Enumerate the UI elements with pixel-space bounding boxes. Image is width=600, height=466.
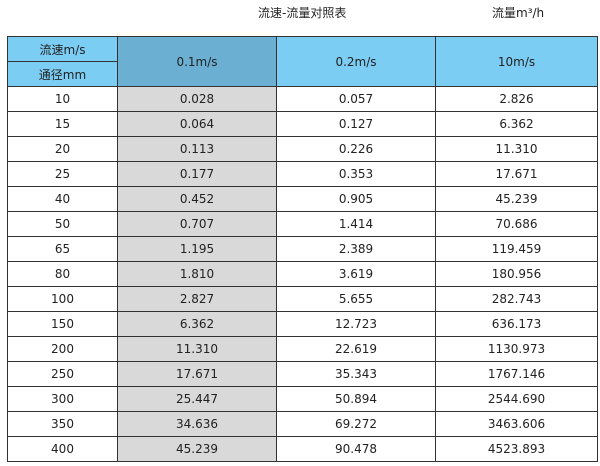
- flow-cell: 1130.973: [435, 336, 598, 362]
- flow-cell: 45.239: [435, 186, 598, 212]
- flow-cell: 45.239: [117, 436, 277, 462]
- flow-cell: 11.310: [435, 136, 598, 162]
- flow-cell: 2544.690: [435, 386, 598, 412]
- flow-cell: 6.362: [435, 111, 598, 137]
- flow-cell: 70.686: [435, 211, 598, 237]
- flow-cell: 1767.146: [435, 361, 598, 387]
- diameter-cell: 200: [7, 336, 118, 362]
- diameter-cell: 15: [7, 111, 118, 137]
- table-row: 350 34.636 69.272 3463.606: [7, 411, 598, 437]
- flow-cell: 17.671: [117, 361, 277, 387]
- diameter-cell: 300: [7, 386, 118, 412]
- table-row: 50 0.707 1.414 70.686: [7, 211, 598, 237]
- unit-label: 流量m³/h: [492, 6, 545, 20]
- table-row: 100 2.827 5.655 282.743: [7, 286, 598, 312]
- column-header: 0.1m/s: [117, 36, 277, 87]
- diameter-cell: 10: [7, 86, 118, 112]
- flow-cell: 17.671: [435, 161, 598, 187]
- flow-cell: 35.343: [276, 361, 436, 387]
- diameter-cell: 25: [7, 161, 118, 187]
- diameter-cell: 40: [7, 186, 118, 212]
- diameter-cell: 20: [7, 136, 118, 162]
- flow-cell: 69.272: [276, 411, 436, 437]
- table-row: 300 25.447 50.894 2544.690: [7, 386, 598, 412]
- table-row: 15 0.064 0.127 6.362: [7, 111, 598, 137]
- diameter-cell: 250: [7, 361, 118, 387]
- flow-cell: 636.173: [435, 311, 598, 337]
- flow-cell: 5.655: [276, 286, 436, 312]
- table-row: 10 0.028 0.057 2.826: [7, 86, 598, 112]
- table-row: 80 1.810 3.619 180.956: [7, 261, 598, 287]
- flow-cell: 6.362: [117, 311, 277, 337]
- diameter-cell: 350: [7, 411, 118, 437]
- flow-cell: 0.028: [117, 86, 277, 112]
- diameter-cell: 150: [7, 311, 118, 337]
- table-row: 400 45.239 90.478 4523.893: [7, 436, 598, 462]
- flow-cell: 90.478: [276, 436, 436, 462]
- flow-cell: 1.414: [276, 211, 436, 237]
- table-row: 40 0.452 0.905 45.239: [7, 186, 598, 212]
- column-header: 10m/s: [435, 36, 598, 87]
- flow-cell: 180.956: [435, 261, 598, 287]
- flow-cell: 11.310: [117, 336, 277, 362]
- table-row: 150 6.362 12.723 636.173: [7, 311, 598, 337]
- flow-cell: 1.195: [117, 236, 277, 262]
- flow-cell: 12.723: [276, 311, 436, 337]
- flow-cell: 0.905: [276, 186, 436, 212]
- table-row: 65 1.195 2.389 119.459: [7, 236, 598, 262]
- flow-cell: 0.177: [117, 161, 277, 187]
- flow-cell: 2.827: [117, 286, 277, 312]
- flow-cell: 0.064: [117, 111, 277, 137]
- flow-cell: 22.619: [276, 336, 436, 362]
- flow-cell: 0.127: [276, 111, 436, 137]
- flow-cell: 3463.606: [435, 411, 598, 437]
- flow-cell: 2.389: [276, 236, 436, 262]
- flow-cell: 0.353: [276, 161, 436, 187]
- speed-header: 流速m/s: [7, 36, 118, 62]
- column-header: 0.2m/s: [276, 36, 436, 87]
- flow-cell: 0.113: [117, 136, 277, 162]
- diameter-cell: 80: [7, 261, 118, 287]
- diameter-header: 通径mm: [7, 61, 118, 87]
- flow-cell: 1.810: [117, 261, 277, 287]
- flow-cell: 0.057: [276, 86, 436, 112]
- flow-cell: 0.226: [276, 136, 436, 162]
- table-title: 流速-流量对照表: [258, 6, 347, 20]
- flow-cell: 119.459: [435, 236, 598, 262]
- diameter-cell: 65: [7, 236, 118, 262]
- flow-cell: 3.619: [276, 261, 436, 287]
- table-row: 25 0.177 0.353 17.671: [7, 161, 598, 187]
- flow-cell: 50.894: [276, 386, 436, 412]
- diameter-cell: 50: [7, 211, 118, 237]
- diameter-cell: 100: [7, 286, 118, 312]
- flow-cell: 4523.893: [435, 436, 598, 462]
- flow-cell: 0.452: [117, 186, 277, 212]
- table-row: 20 0.113 0.226 11.310: [7, 136, 598, 162]
- table-row: 200 11.310 22.619 1130.973: [7, 336, 598, 362]
- flow-cell: 282.743: [435, 286, 598, 312]
- table-row: 250 17.671 35.343 1767.146: [7, 361, 598, 387]
- diameter-cell: 400: [7, 436, 118, 462]
- flow-table: 流速m/s 0.1m/s 0.2m/s 10m/s 通径mm 10 0.028 0.…: [7, 36, 598, 462]
- flow-cell: 0.707: [117, 211, 277, 237]
- flow-cell: 2.826: [435, 86, 598, 112]
- flow-cell: 34.636: [117, 411, 277, 437]
- flow-cell: 25.447: [117, 386, 277, 412]
